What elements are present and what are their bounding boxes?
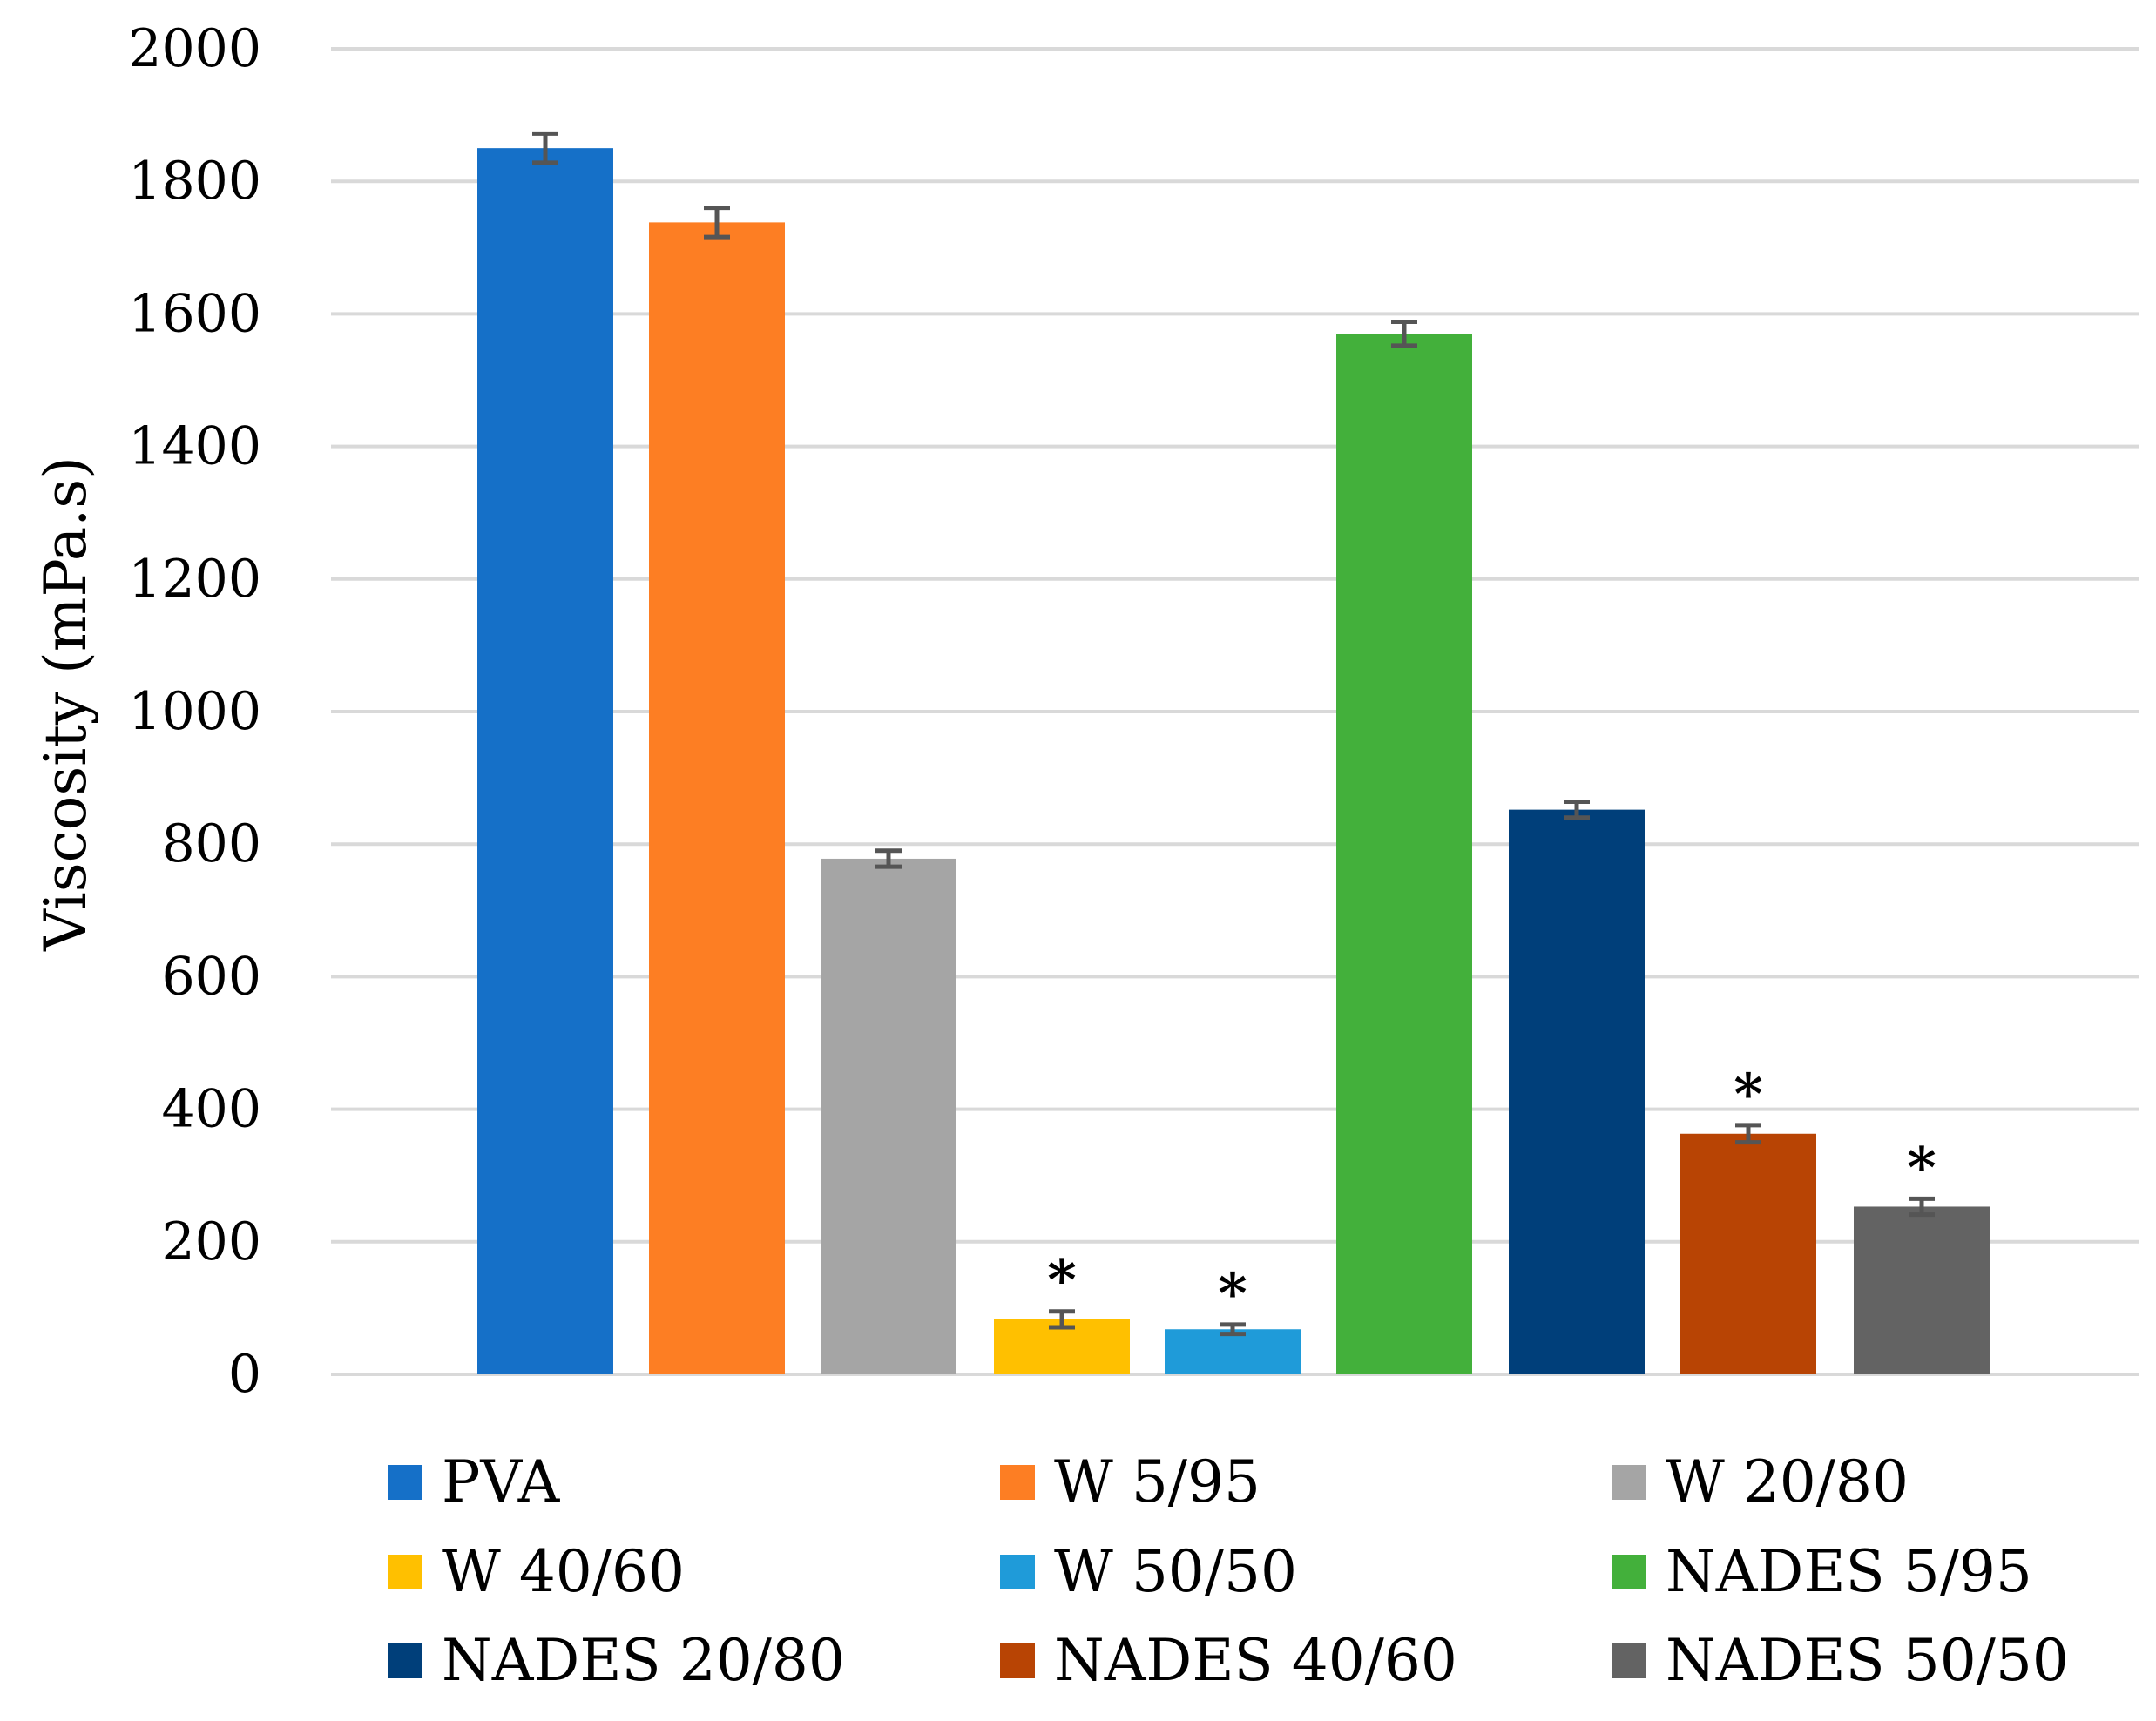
y-tick-label: 1400 <box>128 416 261 477</box>
y-tick-label: 200 <box>161 1211 261 1272</box>
legend-swatch <box>1612 1465 1646 1500</box>
bar-nades-40-60 <box>1680 1133 1816 1374</box>
error-bar <box>1049 1309 1075 1330</box>
error-bar <box>1220 1322 1246 1337</box>
legend-item: W 40/60 <box>388 1538 685 1605</box>
legend-item: NADES 50/50 <box>1612 1627 2069 1694</box>
bar-w-50-50 <box>1165 1329 1301 1374</box>
y-tick-label: 800 <box>161 813 261 874</box>
legend-swatch <box>388 1643 422 1678</box>
error-bar <box>1564 799 1590 820</box>
y-tick-label: 0 <box>228 1344 261 1405</box>
legend-swatch <box>1000 1643 1035 1678</box>
legend-swatch <box>1612 1643 1646 1678</box>
y-tick-label: 400 <box>161 1079 261 1140</box>
y-axis-title: Viscosity (mPa.s) <box>32 456 99 952</box>
legend-label: W 40/60 <box>442 1538 685 1605</box>
legend-label: W 5/95 <box>1054 1448 1260 1515</box>
legend-swatch <box>388 1555 422 1589</box>
bar-nades-20-80 <box>1509 809 1645 1374</box>
error-bar <box>875 848 902 869</box>
error-bars <box>532 131 1935 1337</box>
legend-label: PVA <box>442 1448 561 1515</box>
significance-star: * <box>1047 1248 1076 1313</box>
legend-swatch <box>1000 1465 1035 1500</box>
error-bar <box>532 131 558 165</box>
significance-star: * <box>1218 1261 1247 1326</box>
legend-label: NADES 5/95 <box>1666 1538 2032 1605</box>
legend-item: W 50/50 <box>1000 1538 1297 1605</box>
bar-nades-50-50 <box>1854 1206 1990 1374</box>
error-bar <box>1909 1196 1935 1218</box>
legend-item: PVA <box>388 1448 561 1515</box>
y-tick-label: 1000 <box>128 681 261 742</box>
error-bar <box>1735 1123 1761 1145</box>
y-tick-label: 600 <box>161 946 261 1007</box>
significance-markers: * * * * <box>1047 1062 1936 1326</box>
bar-nades-5-95 <box>1336 334 1472 1375</box>
significance-star: * <box>1907 1135 1936 1200</box>
legend-label: W 50/50 <box>1054 1538 1297 1605</box>
legend-label: NADES 50/50 <box>1666 1627 2069 1694</box>
significance-star: * <box>1734 1062 1762 1127</box>
legend-item: W 20/80 <box>1612 1448 1909 1515</box>
legend-label: NADES 20/80 <box>442 1627 845 1694</box>
legend-item: W 5/95 <box>1000 1448 1260 1515</box>
legend-item: NADES 20/80 <box>388 1627 845 1694</box>
legend-item: NADES 5/95 <box>1612 1538 2032 1605</box>
legend: PVA W 5/95 W 20/80 W 40/60 W 50/50 NADES 5/95… <box>388 1448 2069 1694</box>
y-axis-ticks: 0 200 400 600 800 1000 1200 1400 1600 1800 2000 <box>128 18 261 1405</box>
error-bar <box>1391 320 1417 348</box>
y-tick-label: 1600 <box>128 283 261 344</box>
legend-label: NADES 40/60 <box>1054 1627 1457 1694</box>
y-tick-label: 1200 <box>128 549 261 610</box>
legend-item: NADES 40/60 <box>1000 1627 1457 1694</box>
legend-swatch <box>388 1465 422 1500</box>
y-tick-label: 1800 <box>128 151 261 212</box>
bar-pva <box>477 148 613 1374</box>
bar-w-20-80 <box>821 858 956 1374</box>
legend-swatch <box>1000 1555 1035 1589</box>
bar-w-5-95 <box>649 222 785 1375</box>
y-tick-label: 2000 <box>128 18 261 79</box>
bars <box>477 148 1990 1375</box>
gridlines <box>331 47 2139 1376</box>
legend-label: W 20/80 <box>1666 1448 1909 1515</box>
error-bar <box>704 206 730 240</box>
legend-swatch <box>1612 1555 1646 1589</box>
